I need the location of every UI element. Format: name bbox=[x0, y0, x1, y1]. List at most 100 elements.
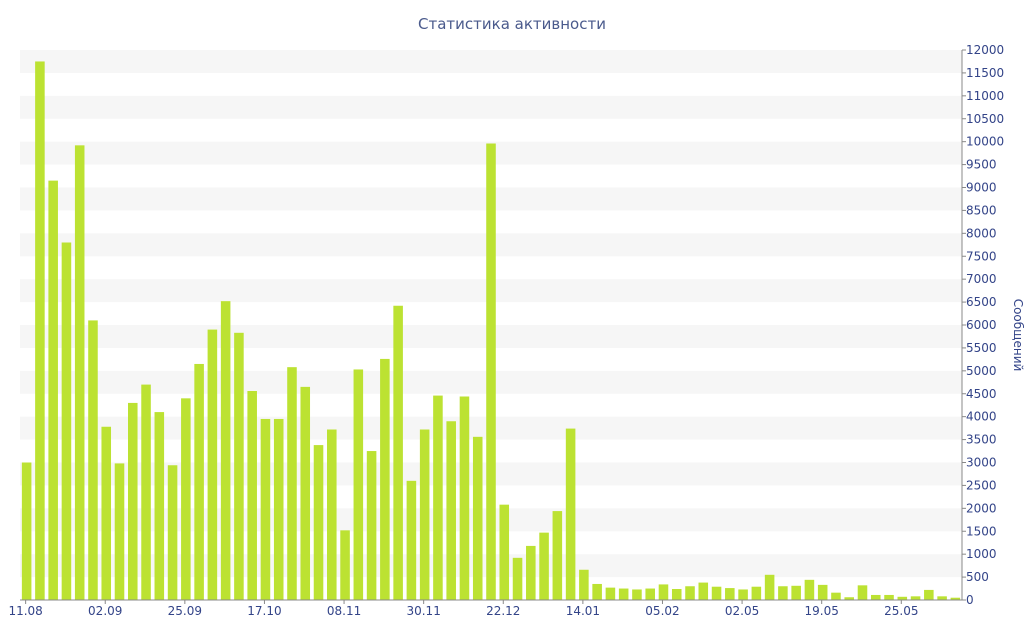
bar[interactable] bbox=[751, 586, 762, 600]
bar[interactable] bbox=[671, 589, 682, 600]
bar[interactable] bbox=[844, 597, 855, 600]
bar[interactable] bbox=[433, 395, 443, 600]
bar[interactable] bbox=[353, 369, 364, 600]
bar[interactable] bbox=[247, 391, 257, 600]
bar[interactable] bbox=[857, 585, 868, 600]
bar[interactable] bbox=[870, 594, 881, 600]
bar[interactable] bbox=[127, 402, 138, 600]
bar[interactable] bbox=[114, 463, 125, 600]
bar[interactable] bbox=[61, 242, 72, 601]
x-tick-label: 05.02 bbox=[645, 604, 679, 618]
y-tick-label: 6000 bbox=[966, 318, 997, 332]
bar[interactable] bbox=[327, 429, 337, 601]
bar[interactable] bbox=[380, 358, 390, 600]
bar[interactable] bbox=[35, 61, 45, 601]
grid-band bbox=[20, 95, 962, 119]
bar[interactable] bbox=[539, 532, 549, 600]
y-axis-ticks: 0 500 1000 1500 2000 2500 3000 3500 4000 4500 5000… bbox=[962, 43, 1004, 607]
bar[interactable] bbox=[340, 530, 350, 600]
bar[interactable] bbox=[194, 363, 204, 600]
bar[interactable] bbox=[605, 587, 616, 600]
bar[interactable] bbox=[260, 418, 271, 600]
bar[interactable] bbox=[685, 586, 695, 600]
grid-band bbox=[20, 50, 962, 73]
bar[interactable] bbox=[831, 592, 841, 600]
y-tick-label: 6500 bbox=[966, 295, 997, 309]
bar[interactable] bbox=[273, 418, 284, 600]
y-tick-label: 3000 bbox=[966, 456, 997, 470]
bar[interactable] bbox=[924, 589, 934, 600]
bar[interactable] bbox=[817, 584, 828, 600]
y-tick-label: 12000 bbox=[966, 43, 1004, 57]
bar[interactable] bbox=[897, 596, 908, 600]
bar[interactable] bbox=[287, 367, 297, 600]
y-tick-label: 7500 bbox=[966, 249, 997, 263]
bar[interactable] bbox=[884, 594, 894, 600]
bar[interactable] bbox=[220, 301, 231, 600]
x-tick-label: 25.05 bbox=[884, 604, 918, 618]
bar[interactable] bbox=[632, 589, 642, 600]
bars bbox=[21, 61, 961, 601]
bar[interactable] bbox=[141, 384, 151, 600]
y-tick-label: 2500 bbox=[966, 478, 997, 492]
bar[interactable] bbox=[645, 588, 655, 600]
bar[interactable] bbox=[207, 329, 218, 600]
bar[interactable] bbox=[778, 586, 788, 600]
bar[interactable] bbox=[804, 579, 815, 600]
bar[interactable] bbox=[459, 396, 470, 601]
bar[interactable] bbox=[393, 305, 403, 600]
x-tick-label: 17.10 bbox=[247, 604, 281, 618]
bar[interactable] bbox=[592, 583, 602, 600]
y-tick-label: 8500 bbox=[966, 203, 997, 217]
bar[interactable] bbox=[181, 398, 191, 600]
bar[interactable] bbox=[526, 545, 536, 600]
bar[interactable] bbox=[472, 436, 483, 600]
x-tick-label: 08.11 bbox=[327, 604, 361, 618]
bar[interactable] bbox=[21, 462, 32, 601]
bar[interactable] bbox=[910, 596, 921, 600]
y-tick-label: 9000 bbox=[966, 181, 997, 195]
y-tick-label: 11500 bbox=[966, 66, 1004, 80]
bar[interactable] bbox=[725, 588, 735, 600]
bar[interactable] bbox=[74, 145, 85, 601]
bar[interactable] bbox=[88, 320, 98, 600]
bar[interactable] bbox=[446, 421, 456, 600]
bar[interactable] bbox=[48, 180, 58, 600]
y-tick-label: 2000 bbox=[966, 501, 997, 515]
bar[interactable] bbox=[711, 586, 722, 600]
bar[interactable] bbox=[313, 445, 324, 600]
bar[interactable] bbox=[366, 451, 377, 600]
bar[interactable] bbox=[154, 412, 165, 600]
bar[interactable] bbox=[406, 480, 417, 600]
y-tick-label: 11000 bbox=[966, 89, 1004, 103]
y-tick-label: 3500 bbox=[966, 433, 997, 447]
bar[interactable] bbox=[419, 429, 430, 601]
bar[interactable] bbox=[101, 426, 112, 600]
bar[interactable] bbox=[764, 574, 775, 600]
bar[interactable] bbox=[499, 504, 510, 600]
bar[interactable] bbox=[167, 465, 178, 600]
bar[interactable] bbox=[552, 511, 563, 600]
bar[interactable] bbox=[618, 588, 629, 600]
bar[interactable] bbox=[300, 386, 311, 600]
bar[interactable] bbox=[234, 332, 244, 600]
x-tick-label: 02.05 bbox=[725, 604, 759, 618]
bar[interactable] bbox=[658, 584, 669, 600]
bar[interactable] bbox=[791, 585, 801, 600]
bar[interactable] bbox=[937, 596, 947, 600]
y-axis-label: Сообщений bbox=[1011, 299, 1024, 372]
y-tick-label: 9500 bbox=[966, 158, 997, 172]
bar[interactable] bbox=[698, 582, 709, 600]
y-tick-label: 0 bbox=[966, 593, 974, 607]
y-tick-label: 5500 bbox=[966, 341, 997, 355]
y-tick-label: 7000 bbox=[966, 272, 997, 286]
bar[interactable] bbox=[738, 589, 748, 600]
bar[interactable] bbox=[950, 597, 961, 600]
bar[interactable] bbox=[486, 143, 496, 601]
x-tick-label: 30.11 bbox=[406, 604, 440, 618]
y-tick-label: 8000 bbox=[966, 226, 997, 240]
bar[interactable] bbox=[565, 428, 576, 600]
bar[interactable] bbox=[579, 569, 589, 600]
bar[interactable] bbox=[512, 557, 523, 600]
